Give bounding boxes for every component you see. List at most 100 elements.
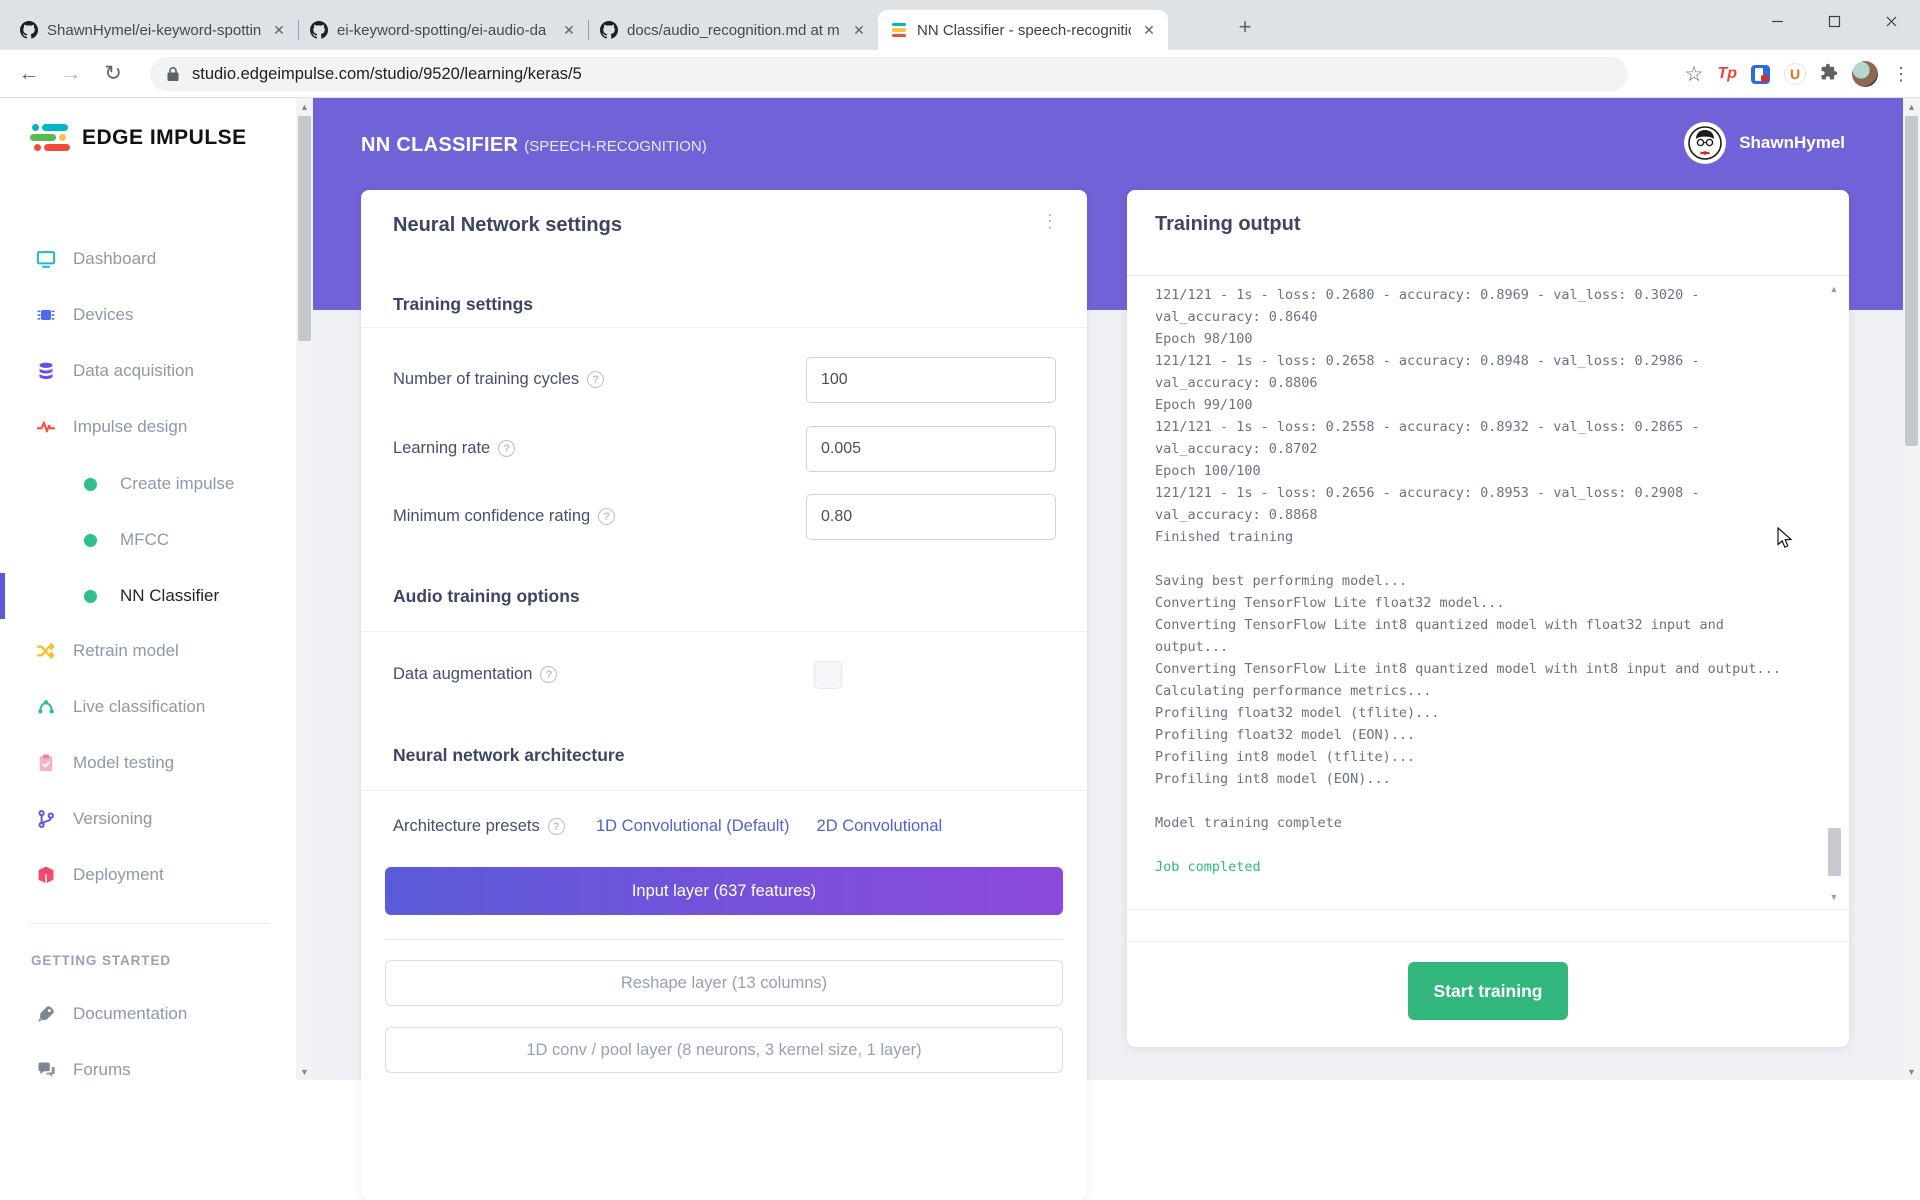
scrollbar-thumb[interactable]	[1905, 116, 1918, 446]
scroll-up-icon[interactable]: ▲	[1907, 101, 1916, 112]
learning-rate-input[interactable]	[806, 426, 1056, 472]
extension-password-icon[interactable]	[1751, 64, 1770, 84]
address-bar[interactable]: studio.edgeimpulse.com/studio/9520/learn…	[150, 57, 1628, 91]
scrollbar-thumb[interactable]	[298, 116, 311, 341]
forward-button[interactable]: →	[60, 61, 82, 85]
maximize-button[interactable]	[1806, 0, 1863, 42]
conv-pool-layer-button[interactable]: 1D conv / pool layer (8 neurons, 3 kerne…	[385, 1027, 1063, 1073]
sidebar-item-deployment[interactable]: Deployment	[0, 853, 296, 897]
data-augmentation-checkbox[interactable]	[814, 661, 842, 689]
divider	[361, 790, 1087, 791]
extension-u-icon[interactable]: U	[1784, 63, 1806, 85]
scroll-down-icon[interactable]: ▼	[1907, 1066, 1916, 1077]
tab-strip: ShawnHymel/ei-keyword-spottin ✕ ei-keyword…	[0, 0, 1920, 50]
sidebar-item-label: Live classification	[73, 697, 206, 716]
tab[interactable]: docs/audio_recognition.md at m ✕	[588, 10, 878, 50]
divider	[361, 631, 1087, 632]
architecture-presets-label: Architecture presets?	[393, 817, 565, 836]
dashboard-icon	[36, 249, 56, 269]
extension-tp-icon[interactable]: Tp	[1717, 65, 1737, 82]
sidebar-item-mfcc[interactable]: MFCC	[0, 518, 296, 562]
sidebar-divider	[30, 923, 270, 924]
bookmark-star-icon[interactable]: ☆	[1684, 62, 1704, 86]
console-scrollbar-thumb[interactable]	[1828, 828, 1841, 876]
tab-close-icon[interactable]: ✕	[1143, 21, 1155, 38]
new-tab-button[interactable]: +	[1238, 14, 1252, 39]
getting-started-heading: GETTING STARTED	[31, 953, 171, 968]
start-training-button[interactable]: Start training	[1408, 962, 1568, 1020]
sidebar-item-label: Versioning	[73, 809, 153, 828]
mouse-cursor	[1777, 526, 1795, 556]
lock-icon	[166, 66, 180, 82]
live-classification-icon	[36, 697, 56, 717]
console-scroll-up-icon[interactable]: ▲	[1829, 284, 1839, 294]
sidebar: EDGE IMPULSE Dashboard Devices Data acquis…	[0, 98, 296, 1080]
sidebar-item-dashboard[interactable]: Dashboard	[0, 237, 296, 281]
browser-chrome: ShawnHymel/ei-keyword-spottin ✕ ei-keyword…	[0, 0, 1920, 98]
scroll-down-icon[interactable]: ▼	[300, 1066, 309, 1077]
training-cycles-input[interactable]	[806, 357, 1056, 403]
tab-active[interactable]: NN Classifier - speech-recognitio ✕	[878, 10, 1168, 50]
reload-button[interactable]: ↻	[104, 62, 122, 85]
learning-rate-label: Learning rate?	[393, 439, 516, 458]
user-chip[interactable]: ShawnHymel	[1684, 122, 1845, 164]
sidebar-item-model-testing[interactable]: Model testing	[0, 741, 296, 785]
browser-profile-avatar[interactable]	[1852, 61, 1878, 87]
help-icon[interactable]: ?	[587, 371, 605, 388]
browser-menu-icon[interactable]: ⋮	[1892, 63, 1910, 84]
sidebar-item-live-classification[interactable]: Live classification	[0, 685, 296, 729]
nn-architecture-heading: Neural network architecture	[393, 745, 625, 765]
data-augmentation-label: Data augmentation?	[393, 665, 558, 684]
help-icon[interactable]: ?	[540, 666, 558, 683]
preset-1d-convolutional-link[interactable]: 1D Convolutional (Default)	[596, 817, 790, 835]
reshape-layer-button[interactable]: Reshape layer (13 columns)	[385, 960, 1063, 1006]
sidebar-item-create-impulse[interactable]: Create impulse	[0, 462, 296, 506]
divider	[1127, 941, 1849, 942]
sidebar-item-label: Devices	[73, 305, 134, 324]
training-console[interactable]: 121/121 - 1s - loss: 0.2680 - accuracy: …	[1127, 275, 1849, 910]
help-icon[interactable]: ?	[598, 508, 616, 525]
nn-settings-card: Neural Network settings ⋮ Training setti…	[361, 190, 1087, 1200]
deployment-icon	[36, 865, 56, 885]
tab-close-icon[interactable]: ✕	[273, 21, 285, 38]
close-window-button[interactable]	[1863, 0, 1920, 42]
devices-icon	[36, 305, 56, 325]
help-icon[interactable]: ?	[498, 440, 516, 457]
training-settings-heading: Training settings	[393, 294, 534, 314]
sidebar-item-label: Create impulse	[120, 474, 235, 493]
edge-impulse-logo[interactable]: EDGE IMPULSE	[30, 124, 247, 151]
tab[interactable]: ei-keyword-spotting/ei-audio-da ✕	[298, 10, 588, 50]
page-title-text: NN CLASSIFIER	[361, 134, 519, 156]
back-button[interactable]: ←	[18, 61, 40, 85]
tab-title: NN Classifier - speech-recognitio	[917, 21, 1131, 39]
tab[interactable]: ShawnHymel/ei-keyword-spottin ✕	[8, 10, 298, 50]
active-indicator-bar	[0, 573, 5, 619]
confidence-rating-input[interactable]	[806, 494, 1056, 540]
sidebar-item-devices[interactable]: Devices	[0, 293, 296, 337]
scroll-up-icon[interactable]: ▲	[300, 101, 309, 112]
preset-2d-convolutional-link[interactable]: 2D Convolutional	[816, 817, 943, 835]
input-layer-button[interactable]: Input layer (637 features)	[385, 867, 1063, 915]
sidebar-item-nn-classifier[interactable]: NN Classifier	[0, 573, 296, 619]
user-name: ShawnHymel	[1739, 133, 1845, 152]
main-scrollbar[interactable]: ▲ ▼	[1903, 98, 1920, 1080]
sidebar-item-retrain-model[interactable]: Retrain model	[0, 629, 296, 673]
sidebar-item-versioning[interactable]: Versioning	[0, 797, 296, 841]
tab-close-icon[interactable]: ✕	[563, 21, 575, 38]
sidebar-item-documentation[interactable]: Documentation	[0, 992, 296, 1036]
training-output-card: Training output 121/121 - 1s - loss: 0.2…	[1127, 190, 1849, 1047]
sidebar-item-data-acquisition[interactable]: Data acquisition	[0, 349, 296, 393]
card-menu-icon[interactable]: ⋮	[1041, 211, 1059, 231]
sidebar-item-impulse-design[interactable]: Impulse design	[0, 405, 296, 449]
console-scroll-down-icon[interactable]: ▼	[1829, 892, 1839, 902]
sidebar-item-forums[interactable]: Forums	[0, 1048, 296, 1092]
github-icon	[310, 21, 328, 39]
extensions-puzzle-icon[interactable]	[1820, 63, 1838, 86]
sidebar-item-label: NN Classifier	[120, 586, 220, 605]
help-icon[interactable]: ?	[547, 818, 565, 835]
minimize-button[interactable]	[1749, 0, 1806, 42]
sidebar-scrollbar[interactable]: ▲ ▼	[296, 98, 313, 1080]
documentation-icon	[36, 1004, 56, 1024]
tab-close-icon[interactable]: ✕	[853, 21, 865, 38]
impulse-design-icon	[36, 417, 56, 437]
